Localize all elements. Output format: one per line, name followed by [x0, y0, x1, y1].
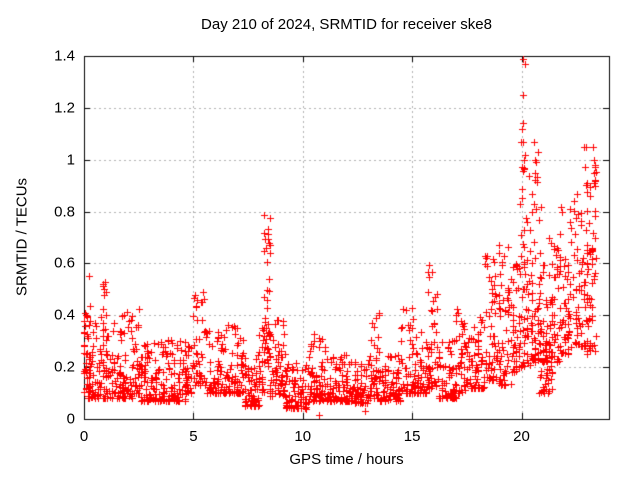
x-tick-label: 15	[403, 428, 421, 445]
y-tick-label: 1	[66, 151, 75, 169]
y-tick-label: 0.8	[54, 203, 75, 221]
x-tick-label: 10	[294, 428, 312, 445]
x-tick-label: 0	[79, 428, 89, 445]
y-tick-label: 0.4	[54, 306, 75, 324]
y-tick-label: 1.2	[54, 99, 75, 117]
y-axis-label: SRMTID / TECUs	[13, 177, 31, 297]
y-tick-label: 0	[66, 410, 75, 428]
y-tick-label: 1.4	[54, 47, 75, 65]
chart-title: Day 210 of 2024, SRMTID for receiver ske…	[201, 16, 492, 33]
x-tick-label: 5	[189, 428, 198, 445]
y-tick-label: 0.2	[54, 358, 75, 376]
x-tick-label: 20	[513, 428, 530, 445]
y-tick-label: 0.6	[54, 254, 75, 272]
x-axis-label: GPS time / hours	[289, 451, 404, 468]
